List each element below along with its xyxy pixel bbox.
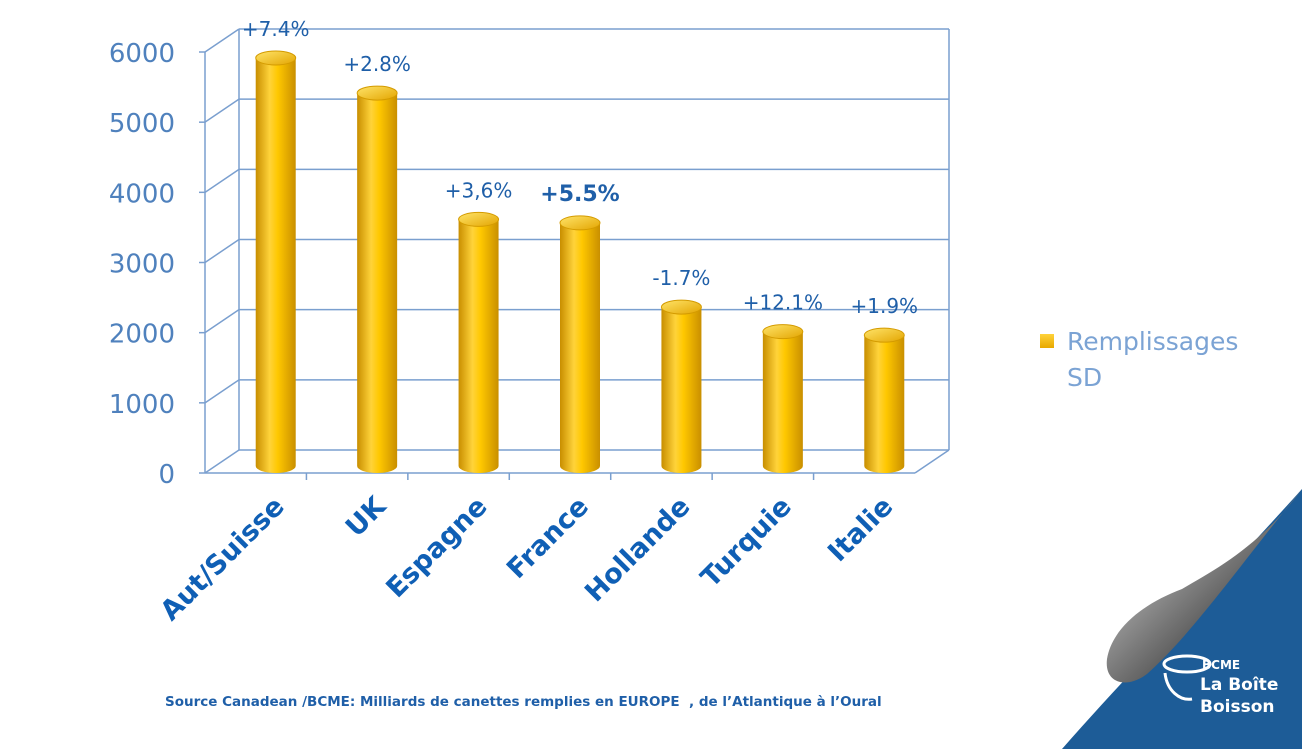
- y-tick-label: 4000: [109, 179, 175, 209]
- gridline-side: [204, 28, 240, 53]
- gridline-side: [204, 449, 240, 474]
- page-curl-corner: BCME La Boîte Boisson: [1052, 469, 1302, 749]
- data-label: +5.5%: [540, 182, 619, 207]
- x-tick-label: UK: [340, 490, 393, 543]
- legend-label: Remplissages SD: [1067, 324, 1238, 396]
- x-tick-label: Aut/Suisse: [155, 491, 291, 627]
- bar-top: [356, 85, 398, 101]
- bar-body: [661, 307, 702, 474]
- source-note: Source Canadean /BCME: Milliards de cane…: [165, 694, 882, 710]
- bar-aut-suisse: [255, 50, 297, 473]
- bar-espagne: [458, 211, 500, 474]
- floor-right-edge: [914, 449, 950, 474]
- x-tick-label: Espagne: [380, 491, 493, 604]
- x-tick-label: Hollande: [579, 491, 696, 608]
- bar-top: [863, 327, 905, 343]
- y-tick-label: 1000: [109, 390, 175, 420]
- x-tick-label: France: [501, 491, 595, 585]
- gridline-side: [204, 98, 240, 123]
- bar-body: [560, 222, 600, 473]
- y-tick-label: 2000: [109, 320, 175, 350]
- bar-france: [559, 215, 601, 473]
- bar-top: [559, 215, 601, 231]
- data-label: +2.8%: [343, 52, 411, 76]
- y-tick-label: 6000: [109, 39, 175, 69]
- data-label: +7.4%: [242, 17, 310, 41]
- bar-body: [357, 93, 398, 474]
- bar-uk: [356, 85, 398, 474]
- bar-body: [458, 219, 499, 474]
- legend-label-line1: Remplissages: [1067, 327, 1239, 356]
- data-label: -1.7%: [652, 266, 710, 290]
- data-label: +1.9%: [850, 294, 918, 318]
- x-tick-label: Turquie: [695, 491, 798, 594]
- page-curl-graphic: [1062, 489, 1302, 749]
- bar-body: [255, 57, 296, 473]
- gridline-side: [204, 238, 240, 264]
- y-tick-label: 0: [158, 460, 175, 490]
- legend-label-line2: SD: [1067, 363, 1103, 392]
- bar-hollande: [660, 299, 702, 474]
- data-label: +12.1%: [743, 291, 823, 315]
- chart-bars: [255, 50, 905, 474]
- logo-line2: Boisson: [1200, 697, 1275, 717]
- y-tick-label: 3000: [109, 250, 175, 280]
- gridline-side: [204, 379, 240, 404]
- bar-italie: [863, 327, 905, 474]
- data-label: +3,6%: [445, 178, 513, 202]
- gridline-side: [204, 168, 240, 193]
- chart-legend: Remplissages SD: [1040, 324, 1260, 396]
- bar-top: [458, 211, 500, 227]
- bar-top: [762, 324, 804, 340]
- legend-swatch: [1040, 334, 1054, 348]
- bar-top: [255, 50, 297, 66]
- bar-body: [762, 331, 803, 474]
- logo-org: BCME: [1202, 658, 1241, 672]
- logo-mark: [1162, 654, 1212, 701]
- bar-top: [660, 299, 702, 315]
- bar-turquie: [762, 324, 804, 474]
- x-tick-label: Italie: [822, 491, 899, 568]
- logo-line1: La Boîte: [1200, 675, 1279, 695]
- bar-body: [864, 335, 905, 474]
- gridline-side: [204, 309, 240, 334]
- y-tick-label: 5000: [109, 109, 175, 139]
